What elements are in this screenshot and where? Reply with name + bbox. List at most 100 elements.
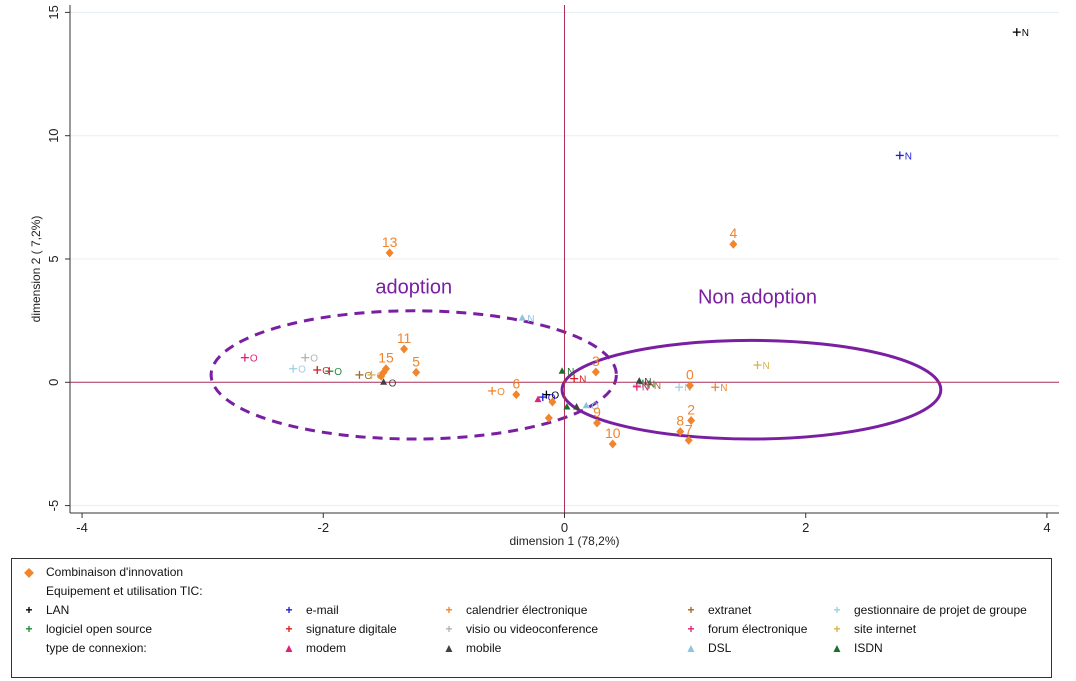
x-tick-label: 4 — [1043, 520, 1050, 535]
combination-label: 5 — [412, 353, 420, 369]
legend-item: + LAN — [20, 600, 69, 620]
legend-item: + calendrier électronique — [440, 600, 587, 620]
legend-label: extranet — [708, 603, 752, 617]
point-label: O — [497, 387, 505, 398]
annotation: Non adoption — [698, 286, 817, 308]
y-axis-label: dimension 2 ( 7,2%) — [29, 216, 43, 323]
combination-point: 9 — [593, 404, 601, 428]
legend-label: LAN — [46, 603, 70, 617]
diamond-marker — [608, 439, 617, 449]
legend-label: visio ou videoconference — [466, 622, 599, 636]
legend-row-combination: ◆ Combinaison d'innovation — [12, 562, 1051, 582]
point-site-internet: N — [753, 361, 770, 372]
plus-icon: + — [833, 603, 841, 617]
x-tick-label: -2 — [317, 520, 329, 535]
point-dsl: O — [582, 401, 599, 413]
point-label: N — [648, 380, 655, 391]
triangle-icon: ▲ — [283, 641, 295, 655]
point-label: N — [1022, 28, 1029, 39]
combination-point — [377, 371, 386, 381]
legend-item: ▲ DSL — [682, 638, 731, 658]
point-extranet: O — [355, 370, 372, 382]
triangle-icon: ▲ — [443, 641, 455, 655]
point-isdn — [563, 402, 571, 410]
triangle-marker — [635, 377, 643, 384]
point-label: N — [642, 383, 649, 394]
combination-label: 13 — [382, 234, 398, 250]
legend-label: DSL — [708, 641, 732, 655]
annotation: adoption — [375, 277, 452, 299]
legend-label: mobile — [466, 641, 502, 655]
x-tick-label: 2 — [802, 520, 809, 535]
plus-icon: + — [833, 622, 841, 636]
legend-label: type de connexion: — [46, 641, 147, 655]
point-label: N — [720, 383, 727, 394]
legend-label: gestionnaire de projet de groupe — [854, 603, 1027, 617]
combination-label: 0 — [686, 367, 694, 383]
combination-label: 11 — [397, 330, 412, 346]
legend-label: Equipement et utilisation TIC: — [46, 584, 203, 598]
legend-label: Combinaison d'innovation — [46, 565, 184, 579]
triangle-marker — [573, 402, 581, 410]
combination-point: 10 — [605, 425, 621, 449]
point-label: O — [322, 366, 330, 377]
point-gestionnaire-de-projet-de-groupe: O — [289, 364, 306, 376]
point-calendrier-lectronique: N — [711, 383, 727, 394]
legend-item: + logiciel open source — [20, 619, 152, 639]
diamond-marker — [684, 435, 693, 445]
legend-label: signature digitale — [306, 622, 397, 636]
reference-lines — [70, 5, 1059, 513]
legend-row-1: + LAN + e-mail + calendrier électronique + extr… — [12, 600, 1051, 620]
combination-label: 3 — [592, 353, 600, 369]
plus-icon: + — [25, 622, 33, 636]
point-e-mail: N — [895, 151, 912, 162]
combination-point: 13 — [382, 234, 398, 258]
legend-row-3: type de connexion: ▲ modem ▲ mobile ▲ DSL ▲ ISD… — [12, 638, 1051, 658]
point-dsl: N — [518, 314, 535, 325]
point-label: O — [364, 371, 372, 382]
diamond-marker — [377, 371, 386, 381]
point-label: O — [551, 391, 559, 402]
diamond-marker — [687, 416, 696, 426]
point-mobile — [573, 402, 581, 410]
legend-item: + visio ou videoconference — [440, 619, 598, 639]
legend-item: ▲ mobile — [440, 638, 501, 658]
triangle-icon: ▲ — [831, 641, 843, 655]
plus-icon: + — [285, 603, 293, 617]
point-mobile: O — [380, 378, 397, 389]
y-tick-label: 5 — [46, 255, 61, 262]
diamond-marker — [591, 367, 600, 377]
combination-point: 8 — [676, 413, 684, 437]
point-label: O — [334, 367, 342, 378]
point-calendrier-lectronique: O — [488, 386, 505, 398]
ellipses — [209, 309, 943, 441]
diamond-marker — [400, 344, 409, 354]
combination-point: 7 — [684, 421, 693, 445]
point-label: N — [567, 367, 574, 378]
plus-icon: + — [687, 603, 695, 617]
point-label: N — [527, 314, 534, 325]
combination-label: 4 — [729, 225, 737, 241]
point-label: N — [642, 381, 649, 392]
combination-label: 8 — [676, 413, 684, 429]
triangle-marker — [563, 402, 571, 410]
diamond-marker — [548, 397, 557, 407]
point-label: N — [579, 375, 586, 386]
legend-item: + site internet — [828, 619, 916, 639]
diamond-marker — [385, 248, 394, 258]
x-axis-label: dimension 1 (78,2%) — [509, 534, 619, 548]
point-label: O — [591, 402, 599, 413]
point-signature-digitale: O — [313, 365, 330, 377]
point-logiciel-open-source: O — [325, 367, 342, 378]
point-label: N — [905, 151, 912, 162]
diamond-marker — [685, 381, 694, 391]
point-visio-ou-videoconference: O — [301, 353, 318, 365]
series-points: NONONONONONONONONONOONNON — [240, 28, 1029, 413]
point-mobile: N — [635, 377, 652, 388]
x-tick-label: -4 — [76, 520, 88, 535]
x-axis-ticks: -4 -2 0 2 4 — [76, 513, 1051, 535]
point-label: N — [654, 381, 661, 392]
combination-point: 0 — [685, 367, 694, 391]
